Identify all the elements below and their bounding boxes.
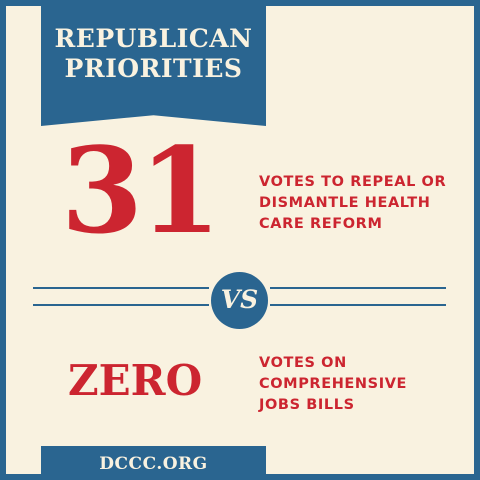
footer-url[interactable]: DCCC.ORG (99, 454, 208, 474)
repeal-vote-description: VOTES TO REPEAL OR DISMANTLE HEALTH CARE… (259, 172, 446, 235)
divider-rule-left-lower (33, 304, 209, 306)
jobs-vote-description: VOTES ON COMPREHENSIVE JOBS BILLS (259, 353, 407, 416)
divider-rule-right-upper (270, 287, 446, 289)
jobs-description-line-2: COMPREHENSIVE (259, 376, 408, 392)
versus-badge: VS (211, 272, 268, 329)
title-ribbon: REPUBLICAN PRIORITIES (41, 6, 266, 126)
title-line-1: REPUBLICAN (54, 24, 253, 53)
infographic-card: REPUBLICAN PRIORITIES 31 VOTES TO REPEAL… (6, 6, 474, 474)
title-line-2: PRIORITIES (64, 54, 243, 83)
divider-rule-left-upper (33, 287, 209, 289)
jobs-vote-count: ZERO (68, 356, 203, 405)
jobs-description-line-1: VOTES ON (259, 355, 347, 371)
footer-url-tab[interactable]: DCCC.ORG (41, 446, 266, 474)
repeal-description-line-1: VOTES TO REPEAL OR (259, 174, 447, 190)
divider-rule-right-lower (270, 304, 446, 306)
repeal-vote-count: 31 (61, 121, 221, 260)
repeal-description-line-2: DISMANTLE HEALTH (259, 195, 431, 211)
repeal-description-line-3: CARE REFORM (259, 216, 383, 232)
versus-label: VS (220, 285, 259, 314)
jobs-description-line-3: JOBS BILLS (259, 397, 355, 413)
